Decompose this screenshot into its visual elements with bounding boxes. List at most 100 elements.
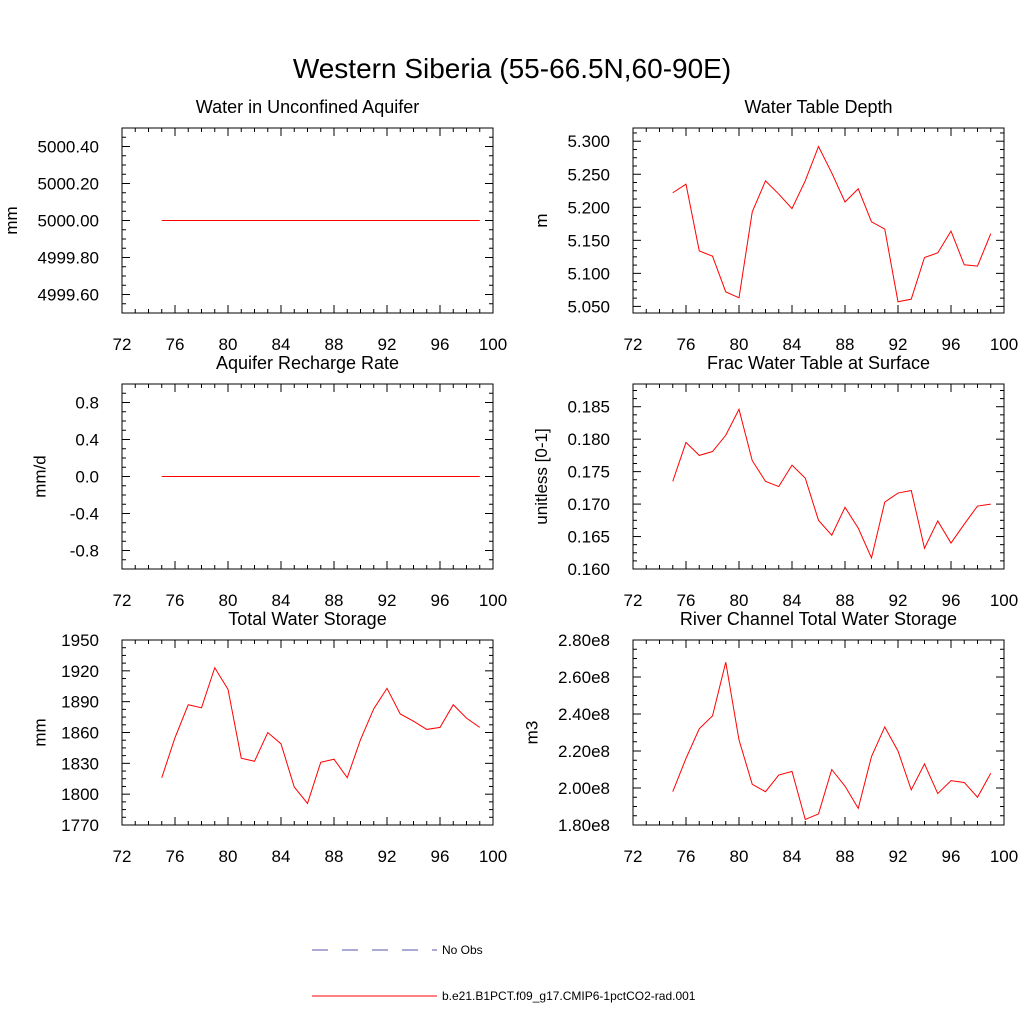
y-tick-label: 1.80e8 <box>558 816 610 835</box>
x-tick-label: 80 <box>219 335 238 354</box>
y-tick-label: 1770 <box>61 816 99 835</box>
plot-frame <box>121 639 494 826</box>
y-tick-label: 2.20e8 <box>558 742 610 761</box>
y-tick-label: -0.8 <box>70 542 99 561</box>
x-tick-label: 72 <box>113 335 132 354</box>
x-tick-label: 80 <box>730 847 749 866</box>
y-tick-label: 4999.80 <box>38 249 99 268</box>
legend: No Obs b.e21.B1PCT.f09_g17.CMIP6-1pctCO2… <box>312 943 696 1003</box>
y-axis-title: m3 <box>523 721 542 745</box>
y-tick-label: 2.80e8 <box>558 631 610 650</box>
x-tick-label: 88 <box>836 847 855 866</box>
y-tick-label: 1950 <box>61 631 99 650</box>
panel-aquifer-recharge-rate: Aquifer Recharge Rate 72 76 80 84 88 92 96 100 -0… <box>30 353 507 610</box>
y-tick-label: 0.170 <box>567 495 610 514</box>
y-tick-label: 0.180 <box>567 430 610 449</box>
x-tick-label: 92 <box>889 847 908 866</box>
panels: Water in Unconfined Aquifer 72 76 80 84 88 92 9… <box>2 97 1018 866</box>
series-line-water-table-depth <box>672 145 992 303</box>
y-axis-title: mm <box>2 206 21 234</box>
y-tick-label: 0.185 <box>567 398 610 417</box>
x-tick-label: 84 <box>783 335 802 354</box>
panel-river-channel-total-water-storage: River Channel Total Water Storage 72 76 80 8… <box>523 609 1019 866</box>
y-tick-label: 2.00e8 <box>558 779 610 798</box>
x-tick-label: 72 <box>624 591 643 610</box>
x-tick-label: 96 <box>431 591 450 610</box>
panel-title: Frac Water Table at Surface <box>707 353 930 373</box>
y-tick-label: 5.200 <box>567 198 610 217</box>
y-tick-label: 2.40e8 <box>558 705 610 724</box>
y-tick-label: 1800 <box>61 785 99 804</box>
x-tick-label: 84 <box>783 591 802 610</box>
x-tick-label: 100 <box>479 847 507 866</box>
x-tick-label: 88 <box>325 847 344 866</box>
series-line-river-channel-total-water-storage <box>672 662 992 821</box>
x-tick-label: 100 <box>990 335 1018 354</box>
x-tick-label: 96 <box>942 335 961 354</box>
x-tick-label: 80 <box>730 335 749 354</box>
x-tick-label: 80 <box>219 591 238 610</box>
y-axis-title: mm <box>30 718 49 746</box>
y-tick-label: 5.300 <box>567 132 610 151</box>
panel-frac-water-table-at-surface: Frac Water Table at Surface 72 76 80 84 88 92 9… <box>532 353 1018 610</box>
plot-frame <box>632 383 1005 570</box>
series-line-frac-water-table-at-surface <box>672 407 991 560</box>
x-tick-label: 92 <box>378 847 397 866</box>
x-tick-label: 88 <box>836 591 855 610</box>
x-tick-label: 72 <box>113 847 132 866</box>
x-tick-label: 96 <box>942 847 961 866</box>
panel-title: Aquifer Recharge Rate <box>216 353 399 373</box>
plot-frame <box>632 127 1005 314</box>
x-tick-label: 92 <box>378 335 397 354</box>
y-tick-label: -0.4 <box>70 505 99 524</box>
x-tick-label: 92 <box>378 591 397 610</box>
y-tick-label: 0.175 <box>567 463 610 482</box>
y-axis-title: mm/d <box>30 455 49 498</box>
panel-title: Total Water Storage <box>228 609 386 629</box>
x-tick-label: 76 <box>677 591 696 610</box>
x-tick-label: 96 <box>431 335 450 354</box>
y-tick-label: 5000.40 <box>38 138 99 157</box>
y-tick-label: 2.60e8 <box>558 668 610 687</box>
x-tick-label: 76 <box>677 335 696 354</box>
y-tick-label: 5.150 <box>567 231 610 250</box>
x-tick-label: 88 <box>325 335 344 354</box>
y-tick-label: 0.165 <box>567 528 610 547</box>
x-tick-label: 92 <box>889 335 908 354</box>
x-tick-label: 84 <box>783 847 802 866</box>
legend-obs-label: No Obs <box>442 943 483 957</box>
panel-water-table-depth: Water Table Depth 72 76 80 84 88 92 96 100 5.050 5… <box>532 97 1018 354</box>
y-tick-label: 0.0 <box>75 468 99 487</box>
y-tick-label: 5000.20 <box>38 175 99 194</box>
x-tick-label: 96 <box>942 591 961 610</box>
plot-frame <box>632 639 1005 826</box>
y-tick-label: 0.4 <box>75 431 99 450</box>
panel-title: River Channel Total Water Storage <box>680 609 957 629</box>
series-line-total-water-storage <box>161 666 481 805</box>
x-tick-label: 100 <box>990 591 1018 610</box>
y-tick-label: 1890 <box>61 693 99 712</box>
x-tick-label: 100 <box>990 847 1018 866</box>
panel-title: Water in Unconfined Aquifer <box>196 97 419 117</box>
y-tick-label: 5.100 <box>567 264 610 283</box>
y-tick-label: 0.160 <box>567 560 610 579</box>
x-tick-label: 76 <box>166 335 185 354</box>
x-tick-label: 76 <box>166 847 185 866</box>
panel-total-water-storage: Total Water Storage 72 76 80 84 88 92 96 100 1770… <box>30 609 507 866</box>
y-tick-label: 5.250 <box>567 165 610 184</box>
y-tick-label: 0.8 <box>75 394 99 413</box>
panel-water-in-unconfined-aquifer: Water in Unconfined Aquifer 72 76 80 84 88 92 9… <box>2 97 507 354</box>
x-tick-label: 92 <box>889 591 908 610</box>
y-axis-title: unitless [0-1] <box>532 428 551 524</box>
y-axis-title: m <box>532 213 551 227</box>
x-tick-label: 76 <box>166 591 185 610</box>
x-tick-label: 80 <box>219 847 238 866</box>
panel-title: Water Table Depth <box>744 97 892 117</box>
y-tick-label: 1920 <box>61 662 99 681</box>
x-tick-label: 84 <box>272 335 291 354</box>
legend-model-label: b.e21.B1PCT.f09_g17.CMIP6-1pctCO2-rad.00… <box>442 989 696 1003</box>
y-tick-label: 1830 <box>61 754 99 773</box>
y-tick-label: 4999.60 <box>38 286 99 305</box>
x-tick-label: 100 <box>479 335 507 354</box>
